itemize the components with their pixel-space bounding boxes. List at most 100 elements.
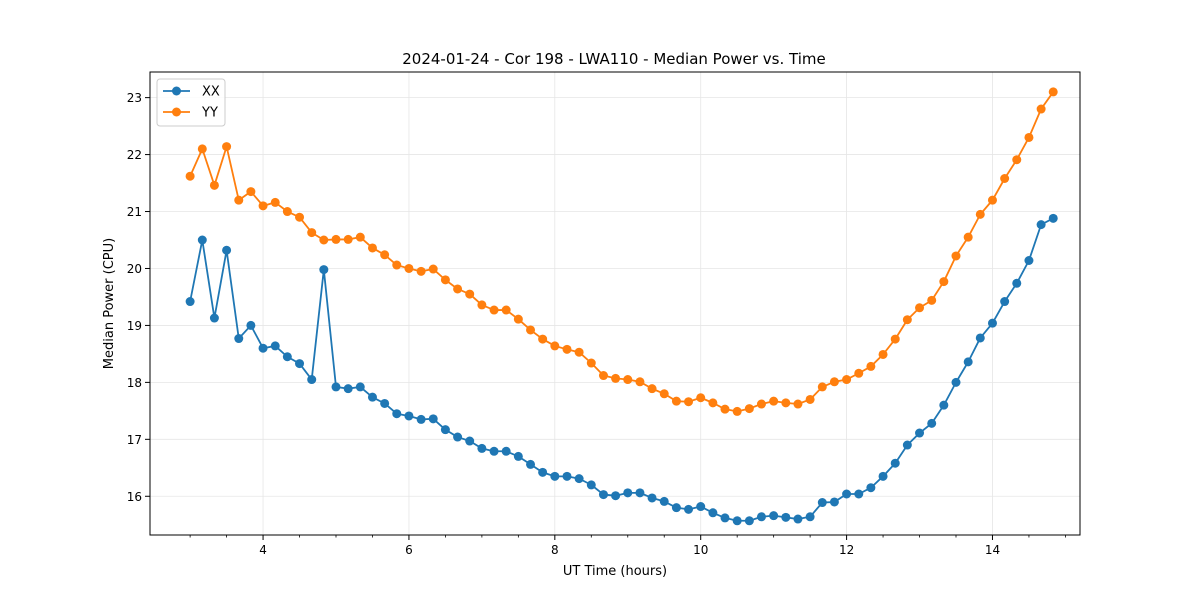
data-point-xx	[1036, 220, 1046, 230]
data-point-xx	[975, 333, 985, 343]
data-point-yy	[915, 303, 925, 313]
data-point-yy	[781, 398, 791, 408]
data-point-yy	[513, 314, 523, 324]
data-point-xx	[696, 502, 706, 512]
y-tick-label: 22	[127, 148, 142, 162]
data-point-yy	[1012, 155, 1022, 165]
series-xx	[185, 213, 1058, 526]
y-tick-label: 16	[127, 490, 142, 504]
data-point-yy	[295, 212, 305, 222]
y-tick-label: 21	[127, 205, 142, 219]
y-tick-label: 19	[127, 319, 142, 333]
data-point-yy	[854, 368, 864, 378]
data-point-xx	[744, 516, 754, 526]
data-point-yy	[392, 260, 402, 270]
data-point-yy	[635, 377, 645, 387]
data-point-xx	[1012, 278, 1022, 288]
data-point-xx	[1000, 297, 1010, 307]
data-point-yy	[453, 284, 463, 294]
data-point-yy	[209, 180, 219, 190]
data-point-xx	[574, 474, 584, 484]
data-point-yy	[659, 389, 669, 399]
data-point-yy	[501, 305, 511, 315]
data-point-xx	[963, 357, 973, 367]
data-point-yy	[829, 377, 839, 387]
data-point-yy	[331, 234, 341, 244]
data-point-xx	[951, 377, 961, 387]
data-point-xx	[270, 341, 280, 351]
data-point-xx	[805, 512, 815, 522]
series-line-yy	[189, 91, 1054, 413]
data-point-xx	[927, 418, 937, 428]
data-point-xx	[295, 359, 305, 369]
data-point-yy	[671, 396, 681, 406]
data-point-yy	[611, 373, 621, 383]
data-point-yy	[902, 315, 912, 325]
y-tick-label: 18	[127, 376, 142, 390]
data-point-xx	[234, 334, 244, 344]
x-axis-label: UT Time (hours)	[563, 564, 667, 579]
data-point-yy	[647, 384, 657, 394]
data-point-yy	[1024, 132, 1034, 142]
data-point-xx	[331, 382, 341, 392]
data-point-yy	[489, 305, 499, 315]
data-point-yy	[538, 334, 548, 344]
data-point-xx	[586, 480, 596, 490]
data-point-yy	[890, 334, 900, 344]
legend-label-yy: YY	[201, 106, 218, 121]
data-point-yy	[246, 187, 256, 197]
data-point-yy	[416, 266, 426, 276]
data-point-yy	[1000, 173, 1010, 183]
data-point-yy	[927, 295, 937, 305]
data-point-xx	[258, 343, 268, 353]
series-line-xx	[189, 217, 1054, 522]
data-point-xx	[428, 414, 438, 424]
data-point-yy	[562, 344, 572, 354]
data-point-yy	[282, 207, 292, 217]
data-point-xx	[829, 497, 839, 507]
data-point-xx	[197, 235, 207, 245]
data-point-xx	[319, 265, 329, 275]
data-point-xx	[380, 398, 390, 408]
data-point-yy	[185, 171, 195, 181]
data-point-xx	[647, 493, 657, 503]
data-point-yy	[684, 397, 694, 407]
data-point-yy	[623, 375, 633, 385]
y-tick-label: 17	[127, 433, 142, 447]
data-point-yy	[951, 251, 961, 261]
data-point-xx	[562, 471, 572, 481]
data-point-xx	[939, 400, 949, 410]
data-point-yy	[586, 358, 596, 368]
series-yy	[185, 87, 1058, 416]
data-point-yy	[987, 195, 997, 205]
data-point-yy	[222, 142, 232, 152]
data-point-xx	[416, 414, 426, 424]
data-point-xx	[732, 516, 742, 526]
data-point-yy	[975, 209, 985, 219]
data-point-xx	[684, 504, 694, 514]
data-point-xx	[392, 409, 402, 419]
data-point-yy	[598, 371, 608, 381]
data-point-xx	[623, 488, 633, 498]
data-point-xx	[465, 436, 475, 446]
data-point-yy	[708, 398, 718, 408]
data-point-xx	[720, 513, 730, 523]
data-point-xx	[222, 245, 232, 255]
x-tick-label: 6	[405, 543, 413, 557]
data-point-xx	[598, 490, 608, 500]
legend-marker-yy	[172, 107, 181, 117]
data-point-xx	[282, 352, 292, 362]
data-point-yy	[319, 235, 329, 245]
data-point-yy	[842, 375, 852, 385]
data-point-xx	[866, 483, 876, 493]
data-point-xx	[209, 313, 219, 323]
data-point-yy	[756, 399, 766, 409]
data-point-xx	[878, 471, 888, 481]
data-point-xx	[854, 489, 864, 499]
x-tick-label: 4	[259, 543, 267, 557]
data-point-xx	[440, 425, 450, 435]
data-point-yy	[1048, 87, 1058, 97]
data-point-xx	[915, 428, 925, 438]
data-point-yy	[428, 264, 438, 274]
